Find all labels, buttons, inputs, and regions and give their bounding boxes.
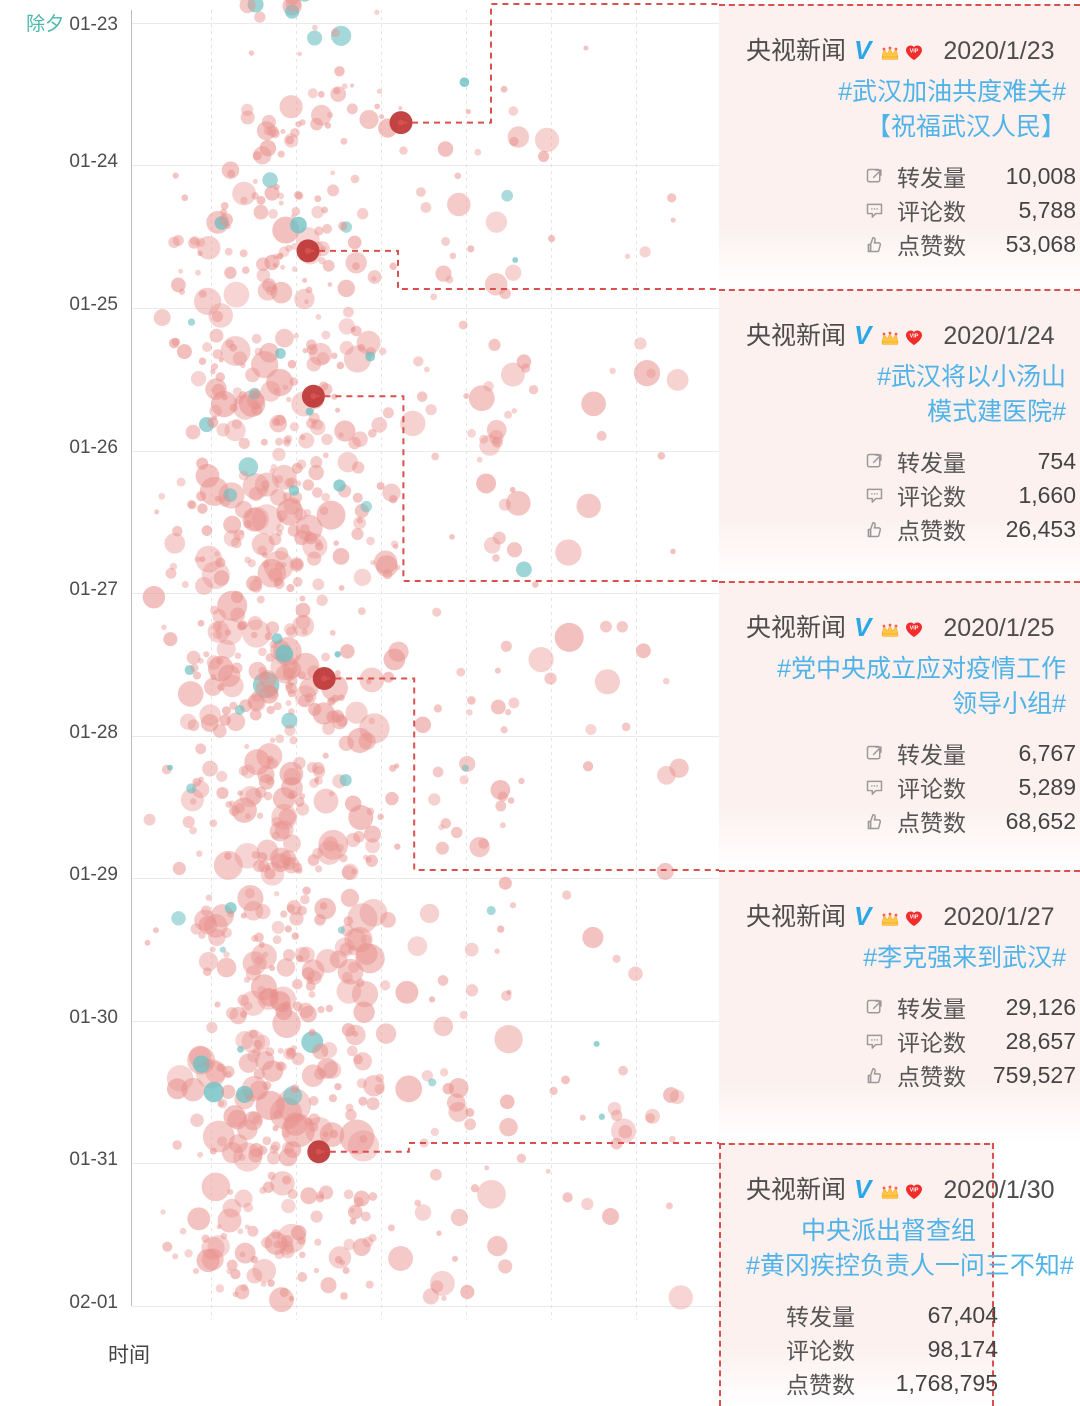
svg-text:VIP: VIP <box>910 49 919 55</box>
svg-text:VIP: VIP <box>910 334 919 340</box>
svg-text:VIP: VIP <box>910 1188 919 1194</box>
svg-text:VIP: VIP <box>910 915 919 921</box>
svg-text:VIP: VIP <box>910 626 919 632</box>
